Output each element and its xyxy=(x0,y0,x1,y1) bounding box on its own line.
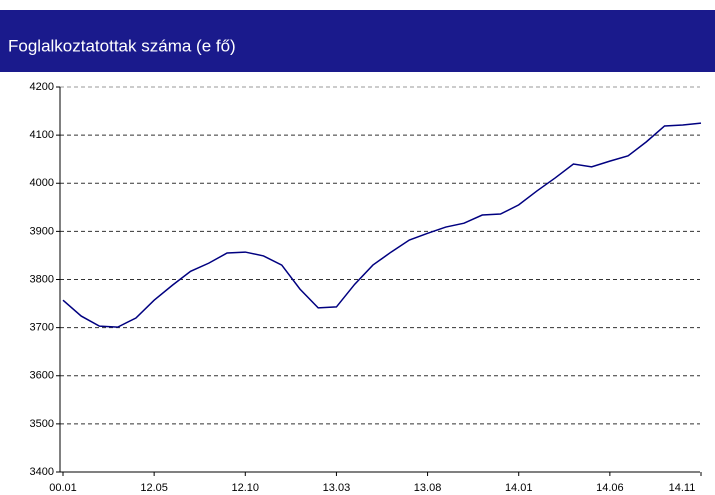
x-tick-label: 13.03 xyxy=(323,482,351,494)
x-tick-label: 14.01 xyxy=(505,482,533,494)
x-tick-label: 12.10 xyxy=(232,482,260,494)
x-tick-label: 00.01 xyxy=(49,482,77,494)
y-tick-label: 4000 xyxy=(30,177,54,189)
y-tick-label: 4100 xyxy=(30,129,54,141)
title-banner xyxy=(0,10,715,72)
y-tick-label: 3800 xyxy=(30,273,54,285)
x-tick-label: 14.06 xyxy=(596,482,624,494)
x-tick-label: 14.11 xyxy=(669,482,696,494)
y-tick-label: 3400 xyxy=(30,466,54,478)
y-tick-label: 3900 xyxy=(30,225,54,237)
y-tick-label: 3500 xyxy=(30,418,54,430)
x-tick-label: 13.08 xyxy=(414,482,442,494)
data-line xyxy=(62,122,702,328)
y-tick-label: 3600 xyxy=(30,370,54,382)
chart-title: Foglalkoztatottak száma (e fő) xyxy=(8,36,236,55)
y-tick-label: 4200 xyxy=(30,81,54,93)
y-tick-label: 3700 xyxy=(30,322,54,334)
x-tick-label: 12.05 xyxy=(140,482,168,494)
